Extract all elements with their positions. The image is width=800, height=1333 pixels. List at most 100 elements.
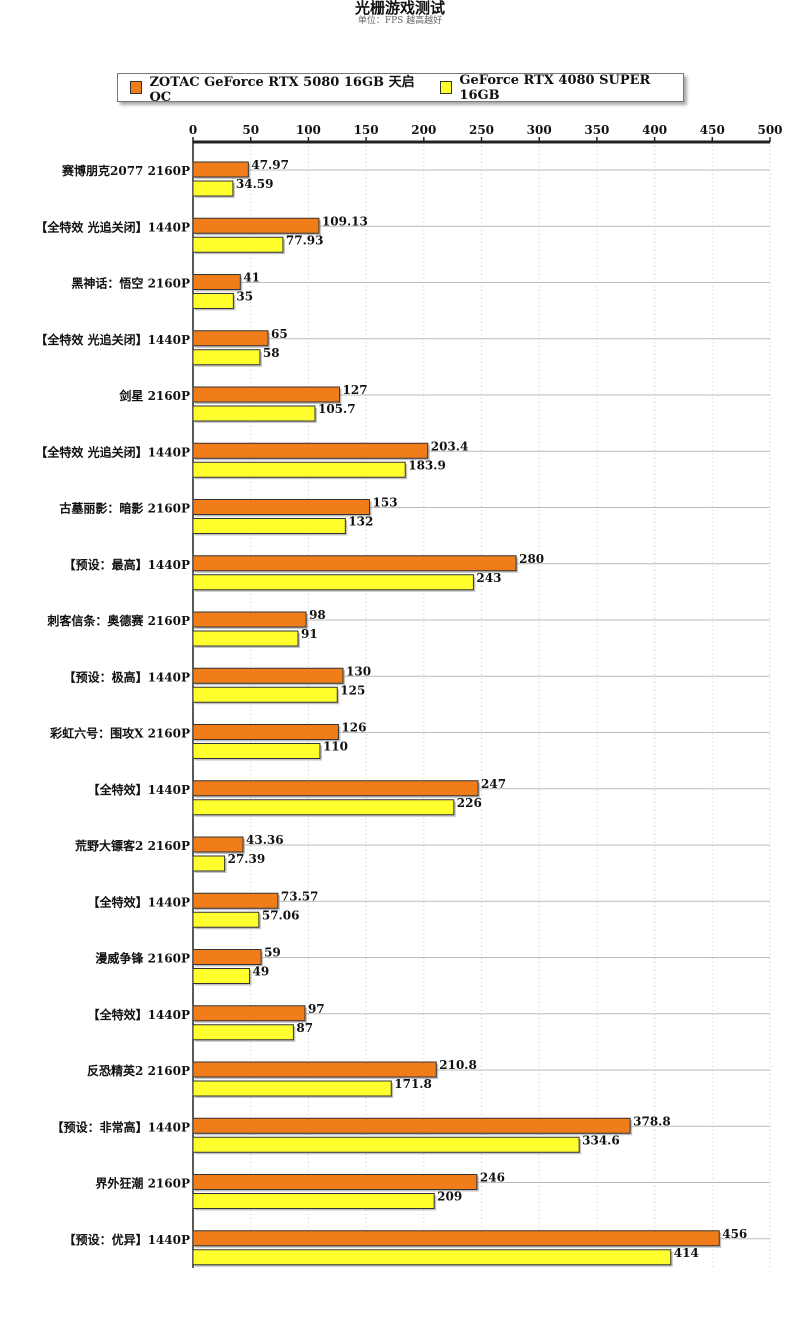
legend: ZOTAC GeForce RTX 5080 16GB 天启 OC GeForc… <box>117 72 684 105</box>
data-label: 125 <box>340 683 365 697</box>
bar-rtx5080 <box>192 386 341 403</box>
data-label: 43.36 <box>246 833 284 847</box>
bar-rtx4080super <box>192 799 455 816</box>
data-label: 243 <box>476 571 501 585</box>
data-label: 34.59 <box>236 177 274 191</box>
bar-rtx4080super <box>192 180 234 197</box>
bar-rtx4080super <box>192 968 251 984</box>
bar-rtx5080 <box>192 836 244 853</box>
data-label: 98 <box>309 608 326 622</box>
data-label: 378.8 <box>633 1114 671 1128</box>
data-label: 127 <box>343 383 368 397</box>
data-label: 27.39 <box>228 852 266 866</box>
data-label: 280 <box>519 552 544 566</box>
data-label: 59 <box>264 946 281 960</box>
bar-rtx4080super <box>192 236 284 253</box>
x-tick-label: 50 <box>242 123 259 137</box>
category-label: 漫威争锋 2160P <box>95 951 190 966</box>
x-tick-label: 450 <box>700 123 725 137</box>
category-label: 古墓丽影：暗影 2160P <box>59 501 190 516</box>
bar-rtx5080 <box>192 724 339 740</box>
bar-rtx4080super <box>192 686 338 703</box>
data-label: 58 <box>263 346 280 360</box>
category-label: 刺客信条：奥德赛 2160P <box>46 613 190 628</box>
category-label: 【预设：优异】1440P <box>64 1232 190 1247</box>
bar-rtx4080super <box>192 911 260 928</box>
bar-rtx4080super <box>192 349 261 366</box>
category-label: 界外狂潮 2160P <box>95 1176 190 1191</box>
bar-rtx5080 <box>192 1117 631 1134</box>
x-tick-label: 0 <box>189 123 197 137</box>
x-tick-label: 500 <box>757 123 782 137</box>
bar-rtx4080super <box>192 1024 294 1041</box>
category-label: 【全特效 光追关闭】1440P <box>35 332 190 347</box>
bar-rtx4080super <box>192 1249 672 1266</box>
bar-rtx5080 <box>192 611 307 628</box>
category-label: 【预设：极高】1440P <box>64 669 190 684</box>
x-tick-label: 150 <box>354 123 379 137</box>
bar-rtx4080super <box>192 518 346 534</box>
data-label: 209 <box>437 1190 462 1204</box>
category-label: 剑星 2160P <box>118 388 190 403</box>
data-label: 77.93 <box>286 233 324 247</box>
bar-rtx4080super <box>192 405 316 422</box>
x-tick-label: 100 <box>296 123 321 137</box>
x-tick-label: 200 <box>411 123 436 137</box>
data-label: 105.7 <box>318 402 356 416</box>
data-label: 414 <box>674 1246 699 1260</box>
x-tick-label: 350 <box>584 123 609 137</box>
bar-rtx5080 <box>192 442 429 459</box>
category-label: 【全特效】1440P <box>88 782 190 797</box>
bar-rtx5080 <box>192 1005 306 1022</box>
bar-rtx5080 <box>192 1174 478 1190</box>
bar-rtx5080 <box>192 274 241 290</box>
bar-rtx4080super <box>192 574 474 591</box>
data-label: 35 <box>236 290 253 304</box>
data-label: 130 <box>346 664 371 678</box>
data-label: 49 <box>253 965 270 979</box>
legend-swatch-series-1 <box>130 81 143 94</box>
category-label: 【预设：最高】1440P <box>64 557 190 572</box>
category-label: 【预设：非常高】1440P <box>52 1119 190 1134</box>
data-label: 110 <box>323 740 348 754</box>
category-label: 荒野大镖客2 2160P <box>74 838 190 853</box>
data-label: 456 <box>722 1227 747 1241</box>
data-label: 41 <box>243 271 260 285</box>
legend-label-series-2: GeForce RTX 4080 SUPER 16GB <box>459 72 651 103</box>
bar-rtx5080 <box>192 892 279 909</box>
data-label: 126 <box>341 721 366 735</box>
data-label: 57.06 <box>262 908 300 922</box>
legend-swatch-series-2 <box>439 81 453 94</box>
data-label: 87 <box>296 1021 313 1035</box>
data-label: 203.4 <box>431 439 469 453</box>
chart-subtitle: 单位：FPS 越高越好 <box>357 16 443 26</box>
category-label: 黑神话：悟空 2160P <box>71 276 190 291</box>
bar-rtx5080 <box>192 555 517 572</box>
bar-rtx4080super <box>192 461 406 478</box>
bar-rtx5080 <box>192 161 249 178</box>
data-label: 73.57 <box>281 889 319 903</box>
category-label: 【全特效 光追关闭】1440P <box>35 219 190 234</box>
legend-item-series-2: GeForce RTX 4080 SUPER 16GB <box>439 72 683 103</box>
data-label: 47.97 <box>251 158 289 172</box>
data-label: 226 <box>457 796 482 810</box>
data-label: 91 <box>301 627 318 641</box>
bar-rtx5080 <box>192 499 371 515</box>
bar-rtx5080 <box>192 949 262 965</box>
bar-rtx5080 <box>192 330 269 347</box>
category-label: 反恐精英2 2160P <box>87 1063 190 1078</box>
category-label: 彩虹六号：围攻X 2160P <box>49 726 190 741</box>
bar-rtx4080super <box>192 293 234 309</box>
data-label: 247 <box>481 777 506 791</box>
bar-rtx5080 <box>192 217 320 234</box>
chart-title: 光栅游戏测试 <box>354 0 445 17</box>
bar-rtx4080super <box>192 1080 392 1097</box>
data-label: 153 <box>373 496 398 510</box>
data-label: 334.6 <box>582 1133 620 1147</box>
category-label: 赛博朋克2077 2160P <box>61 163 190 178</box>
category-label: 【全特效】1440P <box>88 1007 190 1022</box>
bar-rtx5080 <box>192 1061 437 1078</box>
x-tick-label: 250 <box>469 123 494 137</box>
bar-rtx4080super <box>192 630 299 647</box>
